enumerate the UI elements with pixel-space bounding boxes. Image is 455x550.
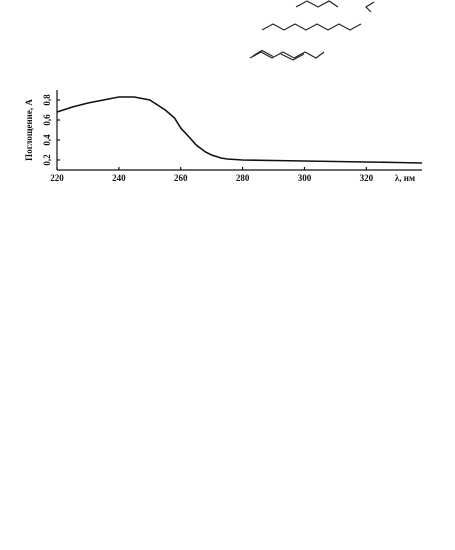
y-tick-label: 0,4 [42,134,52,146]
molecule-sketch [261,23,362,31]
molecule-sketch [365,1,375,13]
y-tick-label: 0,8 [42,94,52,106]
molecule-sketch [252,49,274,58]
x-tick-label: 260 [174,173,188,183]
molecule-sketch [295,0,339,8]
spectrum-line [56,96,423,164]
molecule-sketch [249,51,325,59]
x-tick-label: 280 [236,173,250,183]
x-tick-label: 240 [112,173,126,183]
x-tick-label: 320 [360,173,374,183]
y-axis-label: Поглощение, A [24,99,34,161]
molecule-sketch [280,53,305,61]
y-tick-label: 0,6 [42,114,52,126]
x-axis-label: λ, нм [395,173,415,183]
x-tick-label: 300 [298,173,312,183]
x-tick-label: 220 [50,173,64,183]
y-tick-label: 0,2 [42,154,52,166]
